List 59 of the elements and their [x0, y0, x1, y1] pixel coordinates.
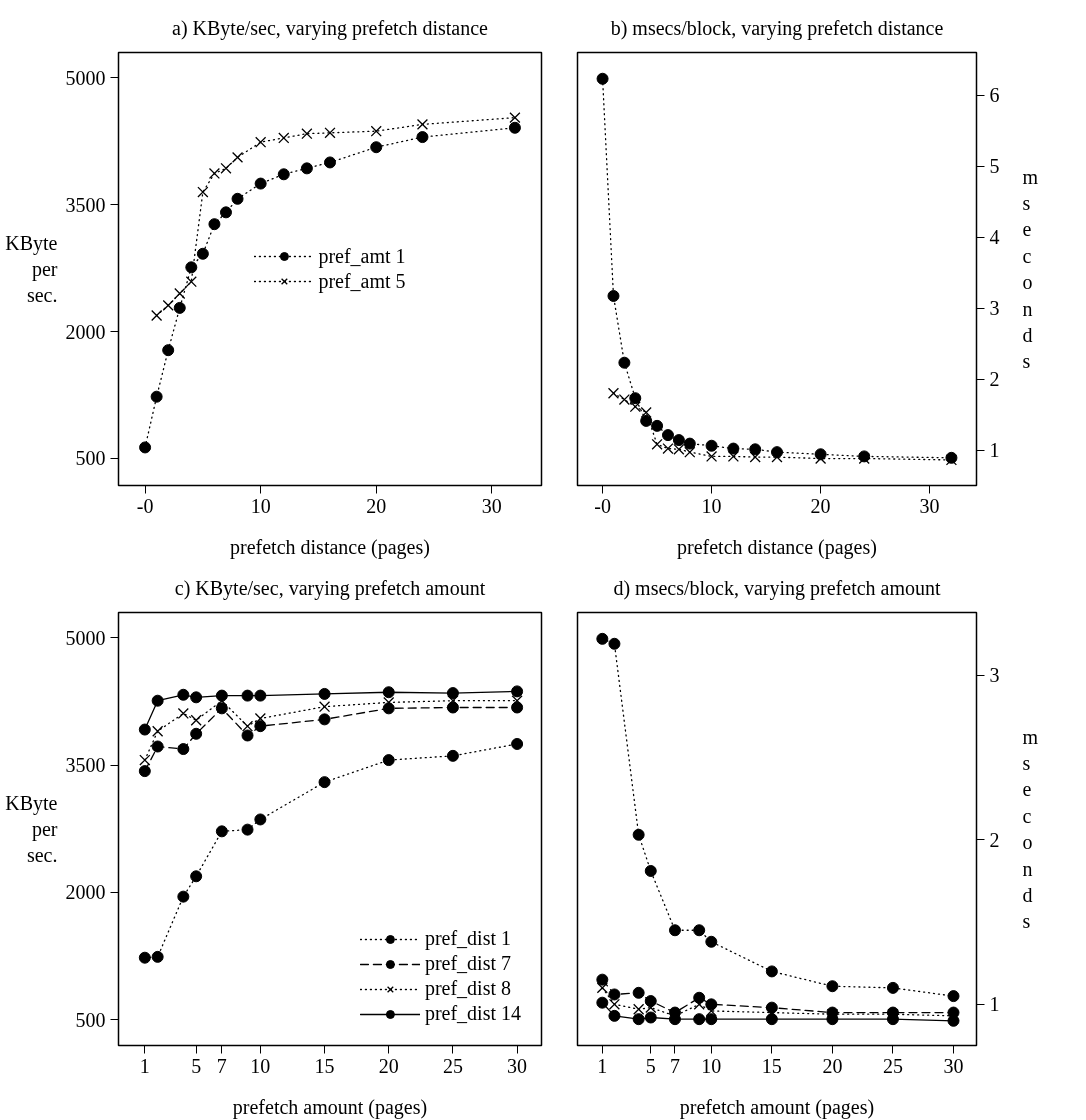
legend-label: pref_amt 1	[318, 244, 406, 268]
x-tick-label: 25	[442, 1054, 463, 1077]
y-tick-label: 500	[75, 447, 106, 470]
x-axis-title: prefetch distance (pages)	[230, 535, 430, 559]
x-tick-label: 1	[597, 1054, 608, 1077]
y-axis-title: KByte per sec.	[5, 231, 58, 307]
x-tick-label: 20	[822, 1054, 843, 1077]
y2-tick-label: 1	[989, 993, 1000, 1016]
x-axis-title: prefetch amount (pages)	[232, 1095, 428, 1119]
x-tick-label: 15	[314, 1054, 335, 1077]
x-tick-label: -0	[136, 494, 154, 517]
y-tick-label: 5000	[65, 626, 106, 649]
x-tick-label: 30	[943, 1054, 964, 1077]
x-tick-label: 30	[507, 1054, 528, 1077]
y-tick-label: 2000	[65, 320, 106, 343]
y-tick-label: 3500	[65, 754, 106, 777]
x-tick-label: 20	[366, 494, 387, 517]
x-tick-label: 20	[378, 1054, 399, 1077]
y2-tick-label: 1	[989, 439, 1000, 462]
x-tick-label: 25	[882, 1054, 903, 1077]
x-tick-label: 7	[216, 1054, 227, 1077]
y2-tick-label: 4	[989, 226, 1000, 249]
x-tick-label: 10	[701, 494, 722, 517]
x-tick-label: 30	[481, 494, 502, 517]
x-tick-label: 7	[669, 1054, 680, 1077]
x-tick-label: 10	[250, 494, 271, 517]
chart-title: c) KByte/sec, varying prefetch amount	[174, 576, 486, 600]
y-tick-label: 500	[75, 1008, 106, 1031]
x-tick-label: 1	[139, 1054, 150, 1077]
x-tick-label: 5	[645, 1054, 656, 1077]
chart-title: a) KByte/sec, varying prefetch distance	[172, 16, 489, 40]
y-tick-label: 2000	[65, 881, 106, 904]
x-tick-label: 10	[250, 1054, 271, 1077]
y-tick-label: 3500	[65, 193, 106, 216]
x-tick-label: -0	[594, 494, 611, 517]
y2-tick-label: 5	[989, 155, 1000, 178]
y-tick-label: 5000	[65, 66, 106, 89]
y2-tick-label: 6	[989, 84, 1000, 107]
x-tick-label: 10	[701, 1054, 722, 1077]
chart-title: b) msecs/block, varying prefetch distance	[610, 16, 944, 40]
legend-label: pref_amt 5	[318, 269, 406, 293]
legend-label: pref_dist 7	[424, 952, 511, 975]
x-tick-label: 5	[191, 1054, 202, 1077]
y-axis-title: KByte per sec.	[5, 791, 58, 867]
y2-axis-title: mseconds	[1022, 725, 1039, 933]
y2-tick-label: 3	[989, 297, 1000, 320]
y2-tick-label: 3	[989, 664, 1000, 687]
x-axis-title: prefetch amount (pages)	[679, 1095, 875, 1119]
legend-label: pref_dist 8	[424, 977, 511, 1000]
y2-tick-label: 2	[989, 368, 1000, 391]
x-tick-label: 20	[810, 494, 831, 517]
legend-label: pref_dist 1	[424, 927, 511, 950]
x-tick-label: 15	[761, 1054, 782, 1077]
x-tick-label: 30	[919, 494, 940, 517]
legend-label: pref_dist 14	[424, 1002, 521, 1025]
x-axis-title: prefetch distance (pages)	[677, 535, 877, 559]
y2-tick-label: 2	[989, 828, 1000, 851]
chart-title: d) msecs/block, varying prefetch amount	[613, 576, 941, 600]
y2-axis-title: mseconds	[1022, 165, 1039, 373]
